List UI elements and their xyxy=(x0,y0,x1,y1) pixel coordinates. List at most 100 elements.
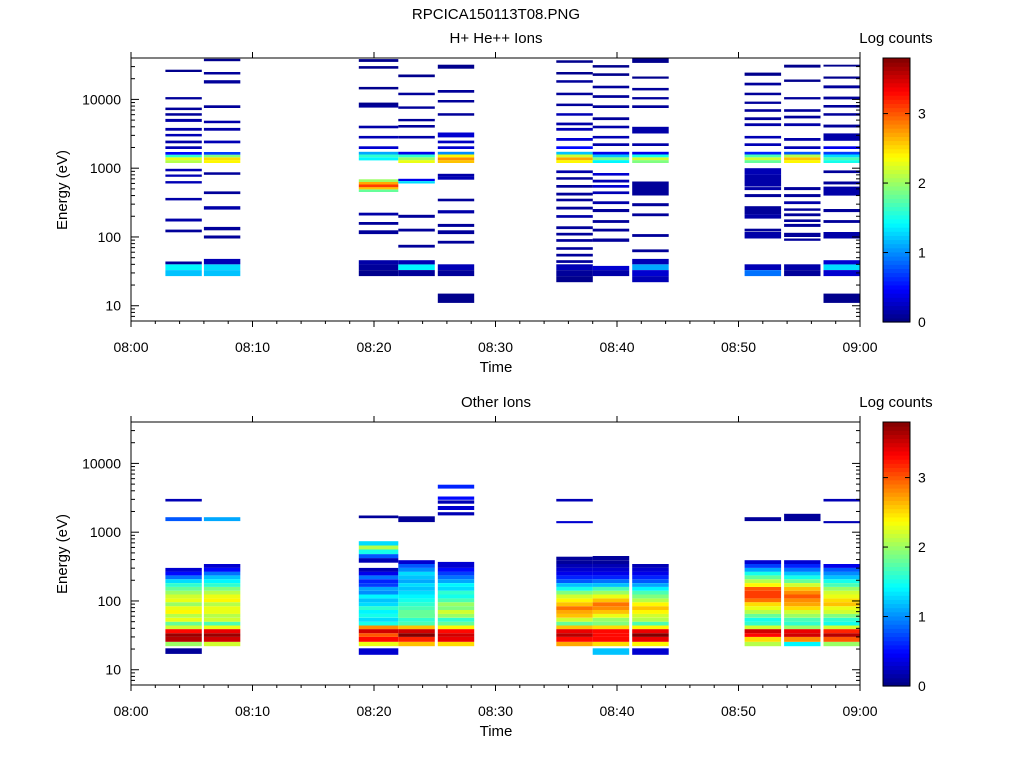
spectrogram-cell xyxy=(398,157,435,161)
spectrogram-cell xyxy=(744,228,782,232)
spectrogram-cell xyxy=(203,621,241,626)
spectrogram-cell xyxy=(784,238,821,241)
colorbar-swatch xyxy=(883,272,910,278)
spectrogram-cell xyxy=(358,151,399,155)
spectrogram-cell xyxy=(203,258,241,265)
spectrogram-cell xyxy=(744,575,782,580)
colorbar-swatch xyxy=(883,430,910,435)
spectrogram-cell xyxy=(165,118,202,122)
colorbar-swatch xyxy=(883,562,910,567)
spectrogram-cell xyxy=(165,583,202,587)
spectrogram-cell xyxy=(398,590,435,595)
spectrogram-cell xyxy=(165,133,202,137)
spectrogram-cell xyxy=(165,69,202,72)
spectrogram-cell xyxy=(165,602,202,607)
spectrogram-cell xyxy=(398,567,435,572)
colorbar-swatch xyxy=(883,198,910,203)
spectrogram-cell xyxy=(632,579,669,583)
spectrogram-cell xyxy=(784,64,821,68)
spectrogram-cell xyxy=(784,629,821,634)
x-tick-label: 09:00 xyxy=(842,339,877,355)
spectrogram-cell xyxy=(203,625,241,630)
spectrogram-cell xyxy=(398,610,435,618)
spectrogram-cell xyxy=(437,598,475,603)
spectrogram-cell xyxy=(398,151,435,155)
spectrogram-cell xyxy=(165,160,202,163)
spectrogram-cell xyxy=(784,625,821,630)
x-tick-label: 08:50 xyxy=(721,339,756,355)
spectrogram-cell xyxy=(165,157,202,161)
spectrogram-cell xyxy=(784,606,821,610)
spectrogram-cell xyxy=(592,613,630,618)
y-tick-label: 10 xyxy=(105,662,121,678)
colorbar-swatch xyxy=(883,504,910,510)
spectrogram-cell xyxy=(592,143,630,146)
spectrogram-cell xyxy=(592,209,630,213)
colorbar-swatch xyxy=(883,479,910,485)
x-tick-label: 09:00 xyxy=(842,703,877,719)
colorbar-swatch xyxy=(883,446,910,452)
spectrogram-cell xyxy=(556,160,593,163)
spectrogram-cell xyxy=(556,206,593,210)
spectrogram-cell xyxy=(165,633,202,637)
spectrogram-cell xyxy=(592,151,630,155)
spectrogram-cell xyxy=(165,264,202,270)
spectrogram-cell xyxy=(784,270,821,277)
spectrogram-cell xyxy=(165,498,202,502)
spectrogram-cell xyxy=(165,629,202,634)
spectrogram-cell xyxy=(358,575,399,580)
spectrogram-cell xyxy=(165,197,202,201)
y-tick-label: 1000 xyxy=(90,524,121,540)
spectrogram-cell xyxy=(437,621,475,626)
spectrogram-cell xyxy=(437,500,475,504)
colorbar-swatch xyxy=(883,426,910,431)
spectrogram-cell xyxy=(358,184,399,188)
colorbar-swatch xyxy=(883,293,910,298)
spectrogram-cell xyxy=(592,586,630,591)
spectrogram-cell xyxy=(632,270,669,277)
spectrogram-cell xyxy=(358,179,399,182)
spectrogram-cell xyxy=(556,590,593,595)
spectrogram-cell xyxy=(437,100,475,103)
colorbar-swatch xyxy=(883,313,910,319)
spectrogram-cell xyxy=(592,173,630,176)
spectrogram-cell xyxy=(784,594,821,599)
spectrogram-cell xyxy=(556,270,593,277)
spectrogram-cell xyxy=(556,641,593,647)
spectrogram-cell xyxy=(437,173,475,177)
colorbar-swatch xyxy=(883,82,910,88)
spectrogram-cell xyxy=(437,154,475,158)
spectrogram-cell xyxy=(437,579,475,583)
spectrogram-cell xyxy=(784,586,821,591)
colorbar-swatch xyxy=(883,459,910,464)
colorbar-swatch xyxy=(883,529,910,534)
colorbar-swatch xyxy=(883,74,910,80)
spectrogram-cell xyxy=(744,517,782,522)
spectrogram-cell xyxy=(632,87,669,91)
spectrogram-cell xyxy=(784,146,821,149)
spectrogram-cell xyxy=(203,610,241,614)
spectrogram-cell xyxy=(823,232,860,239)
spectrogram-cell xyxy=(823,105,860,108)
colorbar-swatch xyxy=(883,640,910,646)
spectrogram-cell xyxy=(592,610,630,614)
colorbar-tick-label: 0 xyxy=(918,678,926,694)
spectrogram-cell xyxy=(632,610,669,614)
spectrogram-cell xyxy=(632,641,669,647)
spectrogram-cell xyxy=(437,575,475,580)
spectrogram-cell xyxy=(165,113,202,116)
spectrogram-cell xyxy=(203,571,241,576)
spectrogram-cell xyxy=(556,113,593,116)
spectrogram-cell xyxy=(203,235,241,239)
colorbar-swatch xyxy=(883,657,910,662)
spectrogram-cell xyxy=(823,209,860,213)
colorbar-swatch xyxy=(883,119,910,125)
spectrogram-cell xyxy=(744,641,782,647)
spectrogram-cell xyxy=(556,564,593,568)
colorbar-swatch xyxy=(883,58,910,63)
spectrogram-cell xyxy=(398,154,435,158)
spectrogram-cell xyxy=(437,613,475,618)
spectrogram-cell xyxy=(823,154,860,158)
spectrogram-cell xyxy=(784,157,821,161)
spectrogram-cell xyxy=(632,636,669,642)
